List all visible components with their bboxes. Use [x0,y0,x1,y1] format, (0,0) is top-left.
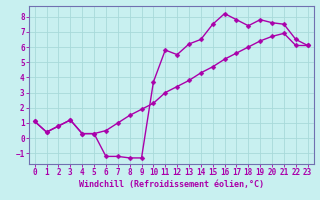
X-axis label: Windchill (Refroidissement éolien,°C): Windchill (Refroidissement éolien,°C) [79,180,264,189]
